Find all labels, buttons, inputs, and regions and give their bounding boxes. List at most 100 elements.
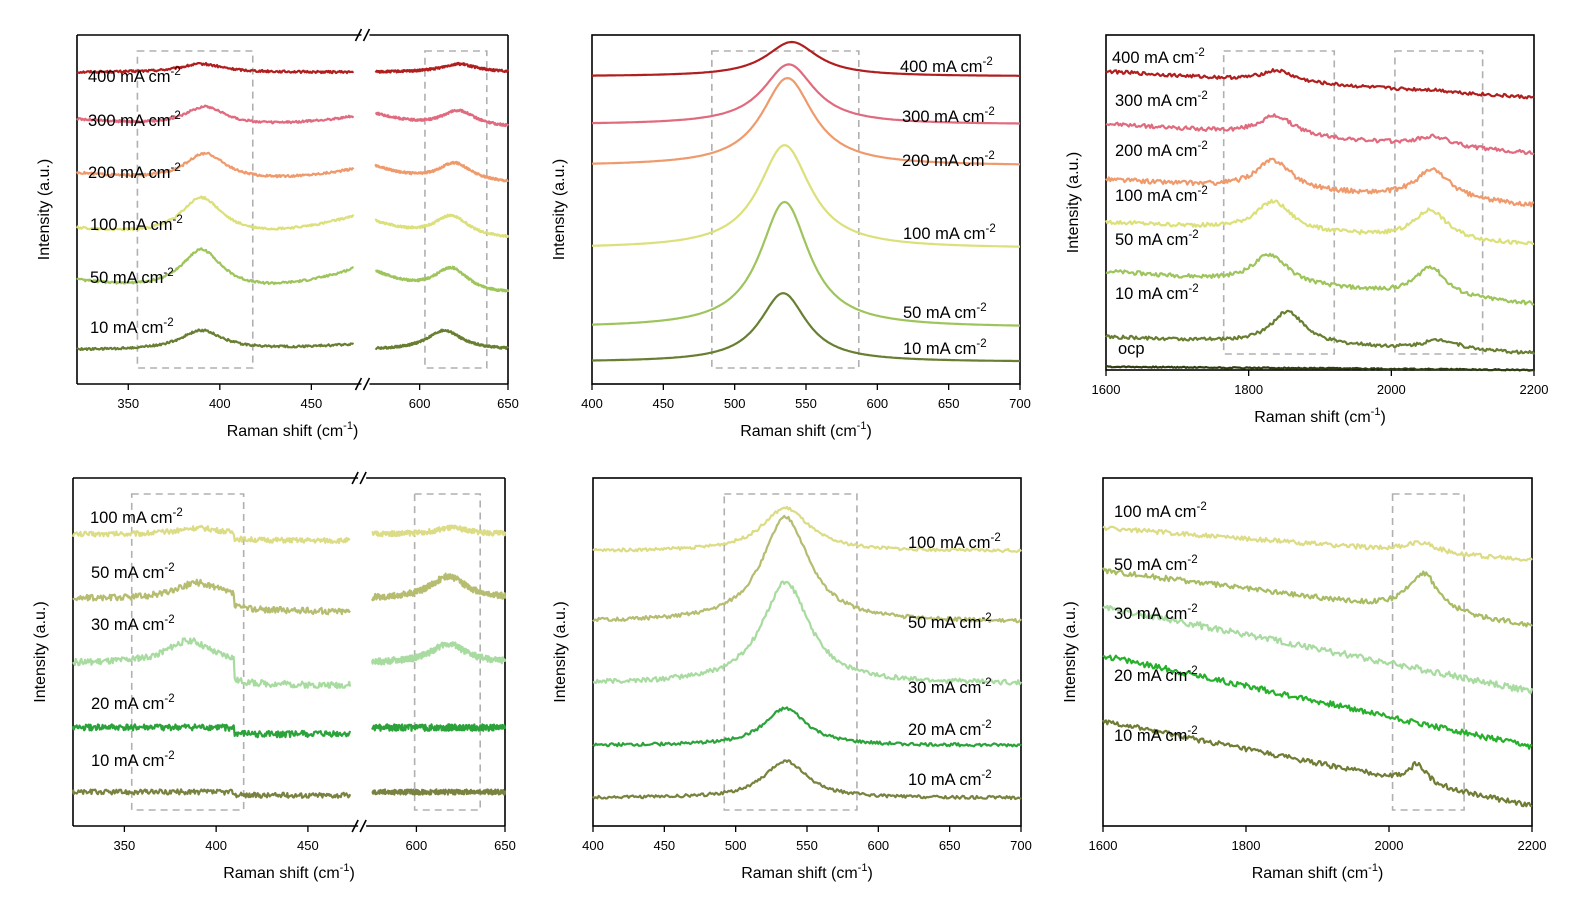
x-tick-label: 600 (866, 396, 888, 411)
y-axis-label: Intensity (a.u.) (32, 601, 49, 702)
panel-e: 400 450 500 550 600 650 700 Raman shift (cm-1) I… (552, 477, 1032, 882)
x-tick-label: 450 (652, 396, 674, 411)
series-trace-2 (1105, 157, 1535, 208)
axis-break-mark (362, 28, 371, 42)
series-label: 100 mA cm-2 (90, 507, 183, 527)
axis-break-mark (351, 471, 359, 485)
x-axis-label: Raman shift (cm-1) (227, 420, 359, 440)
series-trace-1 (371, 572, 507, 602)
x-tick-label: 400 (581, 396, 603, 411)
series-trace-0 (1105, 68, 1535, 100)
series-trace-0 (592, 40, 1020, 77)
series-trace-1 (1105, 113, 1535, 156)
series-trace-4 (592, 200, 1020, 327)
series-trace-4 (76, 247, 354, 285)
series-label: 10 mA cm-2 (91, 750, 175, 770)
x-tick-label: 1800 (1232, 838, 1261, 853)
x-tick-label: 400 (582, 838, 604, 853)
y-axis-label: Intensity (a.u.) (552, 601, 569, 702)
y-axis-label: Intensity (a.u.) (551, 159, 568, 260)
series-label: 10 mA cm-2 (1114, 725, 1198, 745)
axis-break-mark (359, 819, 367, 833)
series-label: 20 mA cm-2 (908, 719, 992, 739)
x-tick-label: 350 (117, 396, 139, 411)
y-axis-label: Intensity (a.u.) (1065, 152, 1082, 253)
highlight-box (723, 493, 858, 811)
series-trace-4 (374, 265, 510, 293)
series-trace-1 (1102, 567, 1533, 628)
series-label: 200 mA cm-2 (1115, 140, 1208, 160)
panel-d: 350 400 450 600 650 Raman shift (cm-1) Intensi… (32, 471, 516, 882)
x-tick-label: 2200 (1520, 382, 1549, 397)
highlight-box (424, 50, 488, 369)
series-trace-4 (371, 788, 507, 796)
series-label: 50 mA cm-2 (91, 562, 175, 582)
y-axis-label: Intensity (a.u.) (36, 159, 53, 260)
series-label: 200 mA cm-2 (88, 162, 181, 182)
x-tick-label: 650 (938, 396, 960, 411)
series-label: 10 mA cm-2 (903, 338, 987, 358)
x-tick-label: 350 (114, 838, 136, 853)
x-tick-label: 700 (1010, 838, 1032, 853)
series-trace-1 (72, 578, 351, 616)
x-tick-label: 1800 (1234, 382, 1263, 397)
axis-break-mark (359, 471, 367, 485)
x-tick-label: 550 (796, 838, 818, 853)
series-label: 200 mA cm-2 (902, 150, 995, 170)
series-trace-5 (374, 328, 509, 351)
x-tick-label: 1600 (1089, 838, 1118, 853)
series-label: 10 mA cm-2 (1115, 283, 1199, 303)
x-tick-label: 500 (725, 838, 747, 853)
x-tick-label: 2200 (1518, 838, 1547, 853)
series-trace-3 (76, 195, 355, 232)
series-trace-1 (592, 63, 1020, 125)
x-tick-label: 2000 (1377, 382, 1406, 397)
x-tick-label: 550 (795, 396, 817, 411)
highlight-box (1391, 493, 1465, 811)
series-label: 10 mA cm-2 (908, 769, 992, 789)
highlight-box (130, 493, 245, 811)
series-label: 400 mA cm-2 (900, 56, 993, 76)
x-axis-label: Raman shift (cm-1) (1254, 406, 1386, 426)
series-label: 10 mA cm-2 (90, 317, 174, 337)
series-trace-4 (1102, 719, 1533, 808)
x-tick-label: 450 (300, 396, 322, 411)
series-trace-2 (72, 637, 352, 690)
series-trace-0 (71, 524, 351, 545)
series-label: ocp (1118, 340, 1145, 358)
series-trace-2 (1102, 604, 1534, 695)
axis-break-mark (354, 377, 363, 391)
axis-break-mark (351, 819, 359, 833)
series-trace-0 (592, 505, 1022, 554)
series-trace-0 (371, 524, 507, 538)
series-label: 50 mA cm-2 (903, 302, 987, 322)
series-trace-3 (592, 706, 1022, 748)
series-trace-2 (76, 151, 355, 179)
series-trace-2 (374, 160, 509, 183)
y-axis-label: Intensity (a.u.) (1062, 601, 1079, 702)
x-tick-label: 2000 (1375, 838, 1404, 853)
x-tick-label: 500 (724, 396, 746, 411)
series-trace-3 (374, 213, 510, 239)
series-trace-3 (71, 723, 352, 739)
axis-break-mark (362, 377, 371, 391)
series-trace-0 (1102, 525, 1533, 562)
series-trace-1 (592, 514, 1022, 624)
x-tick-label: 400 (205, 838, 227, 853)
panel-a: 350 400 450 600 650 Raman shift (cm-1) Intensi… (36, 28, 519, 440)
series-label: 50 mA cm-2 (90, 267, 174, 287)
series-trace-5 (1105, 309, 1535, 355)
series-label: 300 mA cm-2 (902, 106, 995, 126)
highlight-box (1394, 50, 1484, 355)
series-trace-0 (76, 62, 355, 75)
series-trace-4 (71, 788, 352, 799)
x-tick-label: 1600 (1092, 382, 1121, 397)
series-label: 100 mA cm-2 (1115, 185, 1208, 205)
series-trace-5 (76, 328, 355, 351)
highlight-box (711, 50, 860, 369)
plot-frame (1102, 477, 1533, 827)
series-trace-2 (591, 77, 1020, 166)
x-axis-label: Raman shift (cm-1) (1252, 862, 1384, 882)
series-trace-3 (591, 144, 1020, 248)
